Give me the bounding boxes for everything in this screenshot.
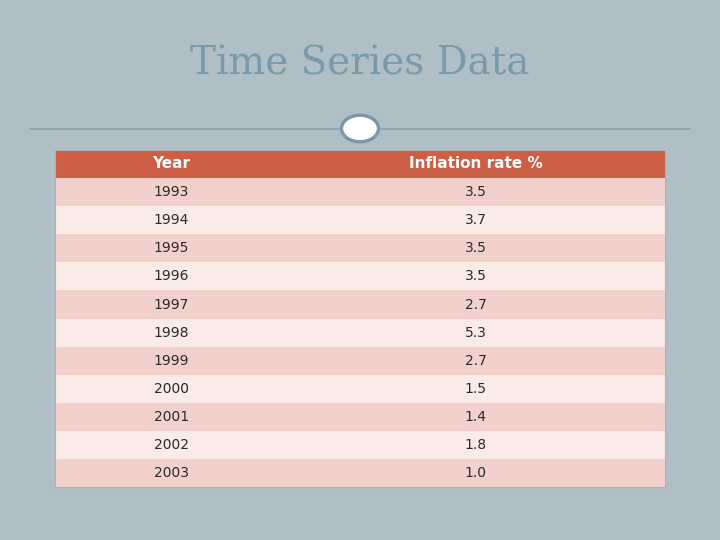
FancyBboxPatch shape <box>55 262 665 291</box>
Text: 1999: 1999 <box>153 354 189 368</box>
Text: 1.0: 1.0 <box>465 466 487 480</box>
Text: Inflation rate %: Inflation rate % <box>409 157 543 172</box>
Text: 2001: 2001 <box>153 410 189 424</box>
FancyBboxPatch shape <box>55 375 665 403</box>
Text: 2000: 2000 <box>153 382 189 396</box>
FancyBboxPatch shape <box>55 291 665 319</box>
FancyBboxPatch shape <box>55 150 665 178</box>
Text: 1994: 1994 <box>153 213 189 227</box>
Text: 2003: 2003 <box>153 466 189 480</box>
Text: 3.5: 3.5 <box>465 185 487 199</box>
Text: 1.4: 1.4 <box>465 410 487 424</box>
Text: Time Series Data: Time Series Data <box>190 46 530 83</box>
Text: 1.8: 1.8 <box>464 438 487 452</box>
FancyBboxPatch shape <box>55 459 665 487</box>
FancyBboxPatch shape <box>55 431 665 459</box>
Text: 2002: 2002 <box>153 438 189 452</box>
Circle shape <box>341 115 379 142</box>
Text: 1997: 1997 <box>153 298 189 312</box>
Text: 5.3: 5.3 <box>465 326 487 340</box>
Text: 3.7: 3.7 <box>465 213 487 227</box>
Text: 2.7: 2.7 <box>465 354 487 368</box>
FancyBboxPatch shape <box>55 319 665 347</box>
Text: 1996: 1996 <box>153 269 189 284</box>
Text: 2.7: 2.7 <box>465 298 487 312</box>
Text: 1.5: 1.5 <box>465 382 487 396</box>
FancyBboxPatch shape <box>55 206 665 234</box>
FancyBboxPatch shape <box>55 178 665 206</box>
FancyBboxPatch shape <box>55 234 665 262</box>
Text: 3.5: 3.5 <box>465 241 487 255</box>
Text: 1995: 1995 <box>153 241 189 255</box>
Text: 1998: 1998 <box>153 326 189 340</box>
Text: 1993: 1993 <box>153 185 189 199</box>
FancyBboxPatch shape <box>55 347 665 375</box>
FancyBboxPatch shape <box>55 403 665 431</box>
Text: Year: Year <box>152 157 190 172</box>
Text: 3.5: 3.5 <box>465 269 487 284</box>
